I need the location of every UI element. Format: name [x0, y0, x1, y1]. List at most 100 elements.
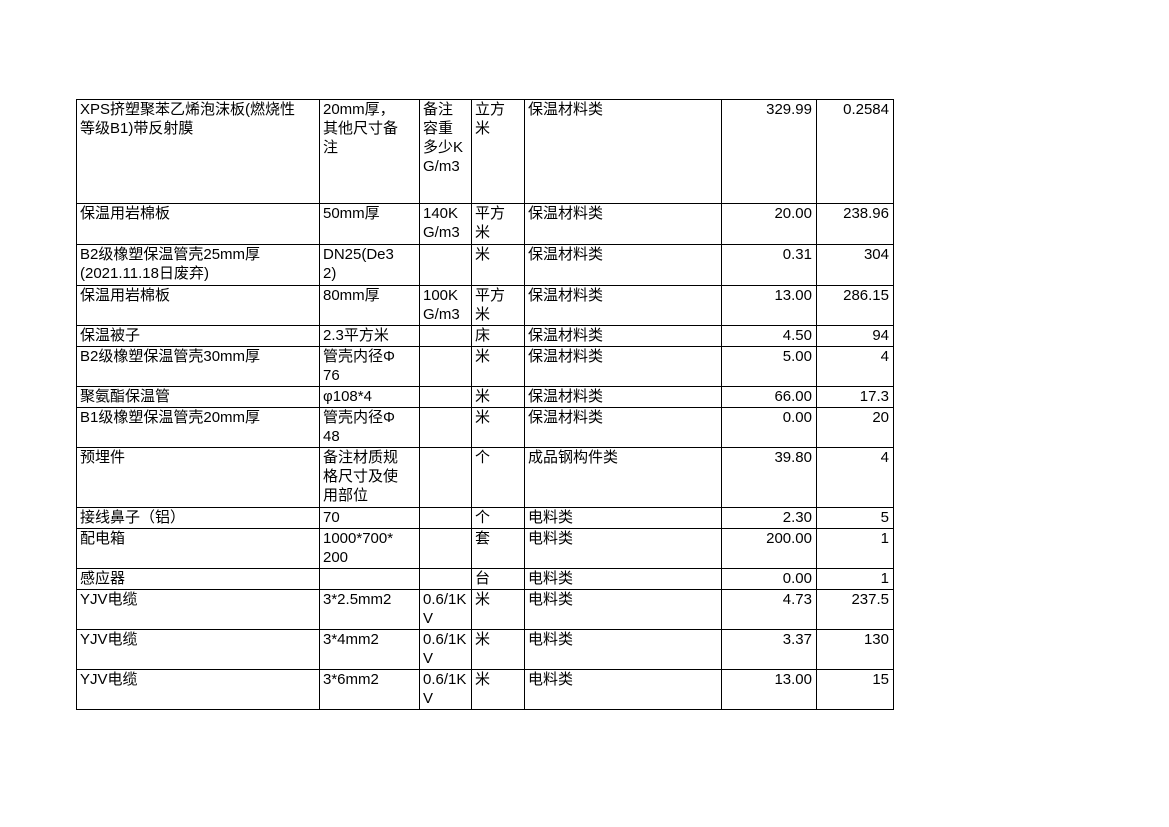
cell-remark: 140KG/m3: [419, 203, 472, 245]
cell-specification: 3*2.5mm2: [319, 589, 420, 630]
cell-quantity: 94: [816, 325, 894, 347]
cell-price: 4.73: [721, 589, 817, 630]
cell-quantity: 0.2584: [816, 99, 894, 204]
cell-unit: 套: [471, 528, 525, 569]
cell-specification: 1000*700*200: [319, 528, 420, 569]
cell-category: 保温材料类: [524, 407, 722, 448]
cell-quantity: 20: [816, 407, 894, 448]
cell-material-name: 保温被子: [76, 325, 320, 347]
cell-price: 3.37: [721, 629, 817, 670]
cell-category: 保温材料类: [524, 285, 722, 326]
cell-price: 13.00: [721, 285, 817, 326]
table-row: 保温用岩棉板 50mm厚 140KG/m3 平方米 保温材料类 20.00 23…: [76, 203, 894, 245]
cell-remark: 备注容重多少KG/m3: [419, 99, 472, 204]
cell-specification: 备注材质规格尺寸及使用部位: [319, 447, 420, 508]
cell-specification: 2.3平方米: [319, 325, 420, 347]
table-row: XPS挤塑聚苯乙烯泡沫板(燃烧性等级B1)带反射膜 20mm厚，其他尺寸备注 备…: [76, 99, 894, 204]
cell-price: 5.00: [721, 346, 817, 387]
cell-remark: [419, 528, 472, 569]
table-row: 保温用岩棉板 80mm厚 100KG/m3 平方米 保温材料类 13.00 28…: [76, 285, 894, 326]
table-row: 接线鼻子（铝） 70 个 电料类 2.30 5: [76, 507, 894, 529]
cell-category: 保温材料类: [524, 99, 722, 204]
cell-material-name: XPS挤塑聚苯乙烯泡沫板(燃烧性等级B1)带反射膜: [76, 99, 320, 204]
cell-category: 保温材料类: [524, 346, 722, 387]
cell-price: 200.00: [721, 528, 817, 569]
cell-category: 电料类: [524, 528, 722, 569]
cell-quantity: 1: [816, 568, 894, 590]
cell-material-name: B2级橡塑保温管壳25mm厚(2021.11.18日废弃): [76, 244, 320, 286]
cell-material-name: 配电箱: [76, 528, 320, 569]
cell-price: 329.99: [721, 99, 817, 204]
cell-specification: 管壳内径Φ76: [319, 346, 420, 387]
cell-material-name: 接线鼻子（铝）: [76, 507, 320, 529]
cell-quantity: 238.96: [816, 203, 894, 245]
cell-unit: 米: [471, 629, 525, 670]
cell-remark: [419, 325, 472, 347]
table-row: B1级橡塑保温管壳20mm厚 管壳内径Φ48 米 保温材料类 0.00 20: [76, 407, 894, 448]
cell-material-name: B1级橡塑保温管壳20mm厚: [76, 407, 320, 448]
cell-category: 保温材料类: [524, 203, 722, 245]
cell-unit: 床: [471, 325, 525, 347]
table-row: YJV电缆 3*6mm2 0.6/1KV 米 电料类 13.00 15: [76, 669, 894, 710]
cell-material-name: 保温用岩棉板: [76, 285, 320, 326]
cell-remark: 100KG/m3: [419, 285, 472, 326]
table-row: B2级橡塑保温管壳30mm厚 管壳内径Φ76 米 保温材料类 5.00 4: [76, 346, 894, 387]
cell-category: 保温材料类: [524, 325, 722, 347]
cell-unit: 米: [471, 346, 525, 387]
cell-category: 成品钢构件类: [524, 447, 722, 508]
cell-quantity: 130: [816, 629, 894, 670]
cell-category: 电料类: [524, 507, 722, 529]
cell-category: 电料类: [524, 568, 722, 590]
cell-quantity: 1: [816, 528, 894, 569]
cell-unit: 平方米: [471, 203, 525, 245]
table-row: 保温被子 2.3平方米 床 保温材料类 4.50 94: [76, 325, 894, 347]
cell-quantity: 4: [816, 447, 894, 508]
cell-price: 20.00: [721, 203, 817, 245]
cell-material-name: YJV电缆: [76, 629, 320, 670]
cell-material-name: YJV电缆: [76, 669, 320, 710]
cell-material-name: YJV电缆: [76, 589, 320, 630]
cell-material-name: 保温用岩棉板: [76, 203, 320, 245]
cell-price: 4.50: [721, 325, 817, 347]
cell-remark: 0.6/1KV: [419, 589, 472, 630]
cell-unit: 平方米: [471, 285, 525, 326]
cell-specification: 20mm厚，其他尺寸备注: [319, 99, 420, 204]
cell-material-name: 预埋件: [76, 447, 320, 508]
cell-remark: [419, 407, 472, 448]
cell-price: 66.00: [721, 386, 817, 408]
cell-quantity: 286.15: [816, 285, 894, 326]
cell-specification: 80mm厚: [319, 285, 420, 326]
cell-category: 电料类: [524, 629, 722, 670]
cell-category: 保温材料类: [524, 386, 722, 408]
cell-price: 0.00: [721, 568, 817, 590]
cell-price: 0.00: [721, 407, 817, 448]
table-row: B2级橡塑保温管壳25mm厚(2021.11.18日废弃) DN25(De32)…: [76, 244, 894, 286]
cell-unit: 个: [471, 447, 525, 508]
cell-specification: 50mm厚: [319, 203, 420, 245]
cell-price: 2.30: [721, 507, 817, 529]
cell-remark: 0.6/1KV: [419, 669, 472, 710]
cell-quantity: 15: [816, 669, 894, 710]
table-row: 预埋件 备注材质规格尺寸及使用部位 个 成品钢构件类 39.80 4: [76, 447, 894, 508]
cell-specification: DN25(De32): [319, 244, 420, 286]
cell-remark: 0.6/1KV: [419, 629, 472, 670]
cell-unit: 立方米: [471, 99, 525, 204]
cell-specification: φ108*4: [319, 386, 420, 408]
cell-category: 电料类: [524, 589, 722, 630]
cell-price: 39.80: [721, 447, 817, 508]
cell-material-name: B2级橡塑保温管壳30mm厚: [76, 346, 320, 387]
table-row: YJV电缆 3*2.5mm2 0.6/1KV 米 电料类 4.73 237.5: [76, 589, 894, 630]
cell-unit: 米: [471, 669, 525, 710]
cell-quantity: 4: [816, 346, 894, 387]
cell-quantity: 17.3: [816, 386, 894, 408]
cell-category: 保温材料类: [524, 244, 722, 286]
materials-table: XPS挤塑聚苯乙烯泡沫板(燃烧性等级B1)带反射膜 20mm厚，其他尺寸备注 备…: [76, 99, 894, 710]
cell-remark: [419, 447, 472, 508]
cell-remark: [419, 346, 472, 387]
cell-unit: 个: [471, 507, 525, 529]
cell-remark: [419, 568, 472, 590]
cell-remark: [419, 386, 472, 408]
cell-remark: [419, 507, 472, 529]
table-row: 配电箱 1000*700*200 套 电料类 200.00 1: [76, 528, 894, 569]
